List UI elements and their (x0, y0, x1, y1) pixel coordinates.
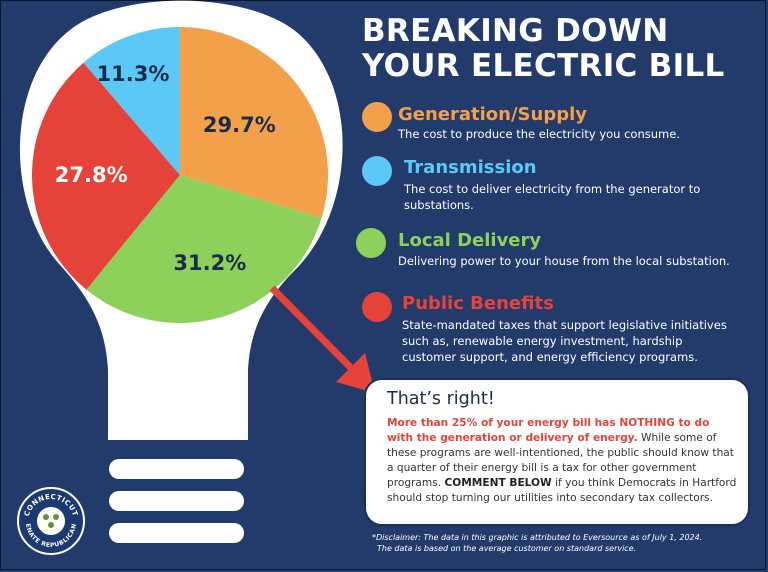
title-line-2: YOUR ELECTRIC BILL (362, 48, 725, 84)
bulb-base-bar-1 (109, 459, 244, 479)
legend-heading-local-delivery: Local Delivery (398, 230, 542, 251)
legend-heading-generation: Generation/Supply (398, 104, 588, 125)
callout-title: That’s right! (387, 389, 495, 409)
callout-text-1: While some of these programs are well-in… (387, 432, 734, 489)
pie-slice-local-delivery (86, 175, 322, 323)
pie-label-generation-supply: 29.7% (203, 113, 276, 137)
arrow-head (336, 353, 375, 393)
pie-slice-public-benefits (32, 62, 180, 290)
legend-desc-transmission: The cost to deliver electricity from the… (404, 182, 701, 212)
legend-heading-transmission: Transmission (404, 157, 537, 178)
title-line-1: BREAKING DOWN (362, 13, 669, 49)
callout-box: That’s right! More than 25% of your ener… (364, 378, 750, 526)
pie-slice-generation-supply (180, 27, 328, 219)
pie-label-transmission: 11.3% (97, 62, 170, 86)
callout-red-text: More than 25% of your energy bill has NO… (387, 417, 710, 444)
pie-slice-transmission (83, 27, 180, 175)
legend-desc-generation: The cost to produce the electricity you … (398, 127, 680, 141)
pie-chart: 29.7% 31.2% 27.8% 11.3% (32, 27, 328, 323)
pie-label-local-delivery: 31.2% (173, 251, 246, 275)
legend-desc-local-delivery: Delivering power to your house from the … (398, 254, 730, 268)
callout-body: More than 25% of your energy bill has NO… (387, 416, 739, 506)
legend-desc-public-benefits: State-mandated taxes that support legisl… (402, 318, 727, 364)
callout-bold-text: COMMENT BELOW (444, 477, 552, 489)
bulb-base-bar-2 (109, 491, 244, 511)
disclaimer-line-1: *Disclaimer: The data in this graphic is… (372, 533, 703, 542)
seal-crest-icon (36, 506, 66, 536)
disclaimer: *Disclaimer: The data in this graphic is… (372, 532, 752, 554)
generation-dot-icon (362, 102, 392, 132)
pie-label-public-benefits: 27.8% (55, 163, 128, 187)
arrow-line (269, 285, 358, 375)
bulb-base-bar-3 (109, 523, 244, 543)
callout-text-2: if you think Democrats in Hartford shoul… (387, 477, 737, 504)
disclaimer-line-2: The data is based on the average custome… (377, 544, 637, 553)
public-benefits-dot-icon (362, 292, 392, 322)
page-title: BREAKING DOWN YOUR ELECTRIC BILL (362, 14, 762, 84)
senate-republicans-seal-logo: CONNECTICUT SENATE REPUBLICANS (17, 487, 85, 555)
local-delivery-dot-icon (356, 228, 386, 258)
transmission-dot-icon (362, 156, 392, 186)
legend-heading-public-benefits: Public Benefits (402, 293, 554, 314)
